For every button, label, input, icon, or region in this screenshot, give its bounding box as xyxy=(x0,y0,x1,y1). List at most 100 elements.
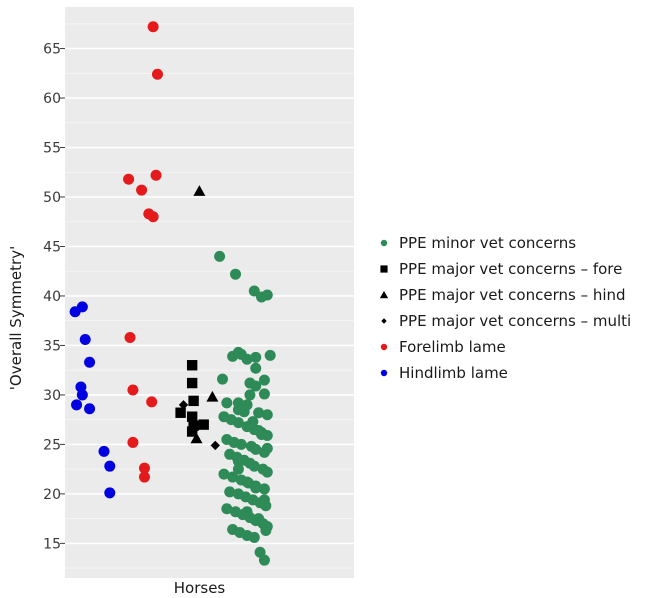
data-point xyxy=(217,373,229,385)
legend-key xyxy=(380,343,388,351)
legend-key xyxy=(379,290,389,299)
data-point xyxy=(244,389,256,401)
legend-label: PPE major vet concerns – fore xyxy=(399,260,622,278)
data-point xyxy=(238,406,250,418)
data-point xyxy=(178,400,189,410)
data-point xyxy=(253,513,265,525)
data-point xyxy=(198,419,209,430)
data-point xyxy=(138,462,150,474)
data-point xyxy=(175,407,186,418)
data-point xyxy=(261,442,273,454)
data-point xyxy=(232,417,244,429)
data-point xyxy=(146,396,158,408)
data-point xyxy=(250,443,262,455)
data-point xyxy=(218,468,230,480)
data-point xyxy=(188,420,199,431)
legend-label: PPE major vet concerns – multi xyxy=(399,312,631,330)
y-tick-label: 40 xyxy=(43,289,61,305)
data-point xyxy=(235,438,247,450)
data-point xyxy=(193,185,206,196)
data-points xyxy=(69,21,276,566)
data-point xyxy=(84,356,96,368)
data-point xyxy=(227,471,239,483)
data-point xyxy=(258,494,270,506)
x-axis-label: Horses xyxy=(174,579,226,597)
y-axis-ticks: 15 20 25 30 35 40 45 50 55 60 65 xyxy=(43,42,65,552)
data-point xyxy=(261,409,273,421)
data-point xyxy=(260,524,272,536)
data-point xyxy=(258,374,270,386)
data-point xyxy=(253,407,265,419)
legend-key xyxy=(380,239,388,247)
y-tick-label: 35 xyxy=(43,338,61,354)
data-point xyxy=(250,362,262,374)
data-point xyxy=(250,482,262,494)
data-point xyxy=(186,377,198,389)
data-point xyxy=(232,455,244,467)
plot-background xyxy=(65,7,354,578)
data-point xyxy=(186,360,198,371)
data-point xyxy=(250,351,262,363)
data-point xyxy=(258,554,270,566)
data-point xyxy=(104,460,116,472)
legend-label: PPE minor vet concerns xyxy=(399,234,576,252)
data-point xyxy=(150,169,162,181)
data-point xyxy=(186,411,198,422)
legend: PPE minor vet concerns PPE major vet conc… xyxy=(379,234,631,382)
data-point xyxy=(232,346,244,358)
data-point xyxy=(69,306,81,318)
y-axis-label: 'Overall Symmetry' xyxy=(7,246,25,390)
legend-label: Forelimb lame xyxy=(399,338,506,356)
data-point xyxy=(248,460,260,472)
data-point xyxy=(147,211,159,223)
data-point xyxy=(190,432,203,444)
data-point xyxy=(206,390,219,402)
legend-key xyxy=(380,369,388,377)
data-point xyxy=(98,445,110,457)
data-point xyxy=(127,436,139,448)
data-point xyxy=(124,332,136,344)
data-point xyxy=(230,268,242,280)
y-tick-label: 55 xyxy=(43,141,61,157)
data-point xyxy=(221,397,233,409)
legend-key xyxy=(380,265,388,273)
data-point xyxy=(256,291,268,303)
data-point xyxy=(84,403,96,415)
data-point xyxy=(151,68,163,80)
data-point xyxy=(247,416,259,428)
data-point xyxy=(248,531,260,543)
data-point xyxy=(261,466,273,478)
data-point xyxy=(71,399,83,411)
y-tick-label: 65 xyxy=(43,42,61,58)
data-point xyxy=(241,353,253,365)
y-tick-label: 30 xyxy=(43,388,61,404)
legend-key xyxy=(381,318,387,324)
y-tick-label: 15 xyxy=(43,536,61,552)
data-point xyxy=(253,425,265,437)
y-tick-label: 50 xyxy=(43,190,61,206)
data-point xyxy=(258,483,270,495)
y-tick-label: 20 xyxy=(43,487,61,503)
gridlines xyxy=(65,23,354,569)
data-point xyxy=(138,471,150,483)
data-point xyxy=(186,426,198,437)
data-point xyxy=(136,184,148,196)
data-point xyxy=(232,463,244,475)
y-tick-label: 45 xyxy=(43,239,61,255)
data-point xyxy=(258,388,270,400)
data-point xyxy=(221,503,233,515)
data-point xyxy=(214,250,226,262)
data-point xyxy=(241,476,253,488)
data-point xyxy=(241,506,253,518)
data-point xyxy=(76,389,88,401)
data-point xyxy=(147,21,159,33)
data-point xyxy=(210,440,220,451)
legend-label: PPE major vet concerns – hind xyxy=(399,286,626,304)
y-tick-label: 25 xyxy=(43,437,61,453)
legend-label: Hindlimb lame xyxy=(399,364,508,382)
data-point xyxy=(250,380,262,392)
data-point xyxy=(123,173,135,185)
data-point xyxy=(127,384,139,396)
data-point xyxy=(79,334,91,346)
